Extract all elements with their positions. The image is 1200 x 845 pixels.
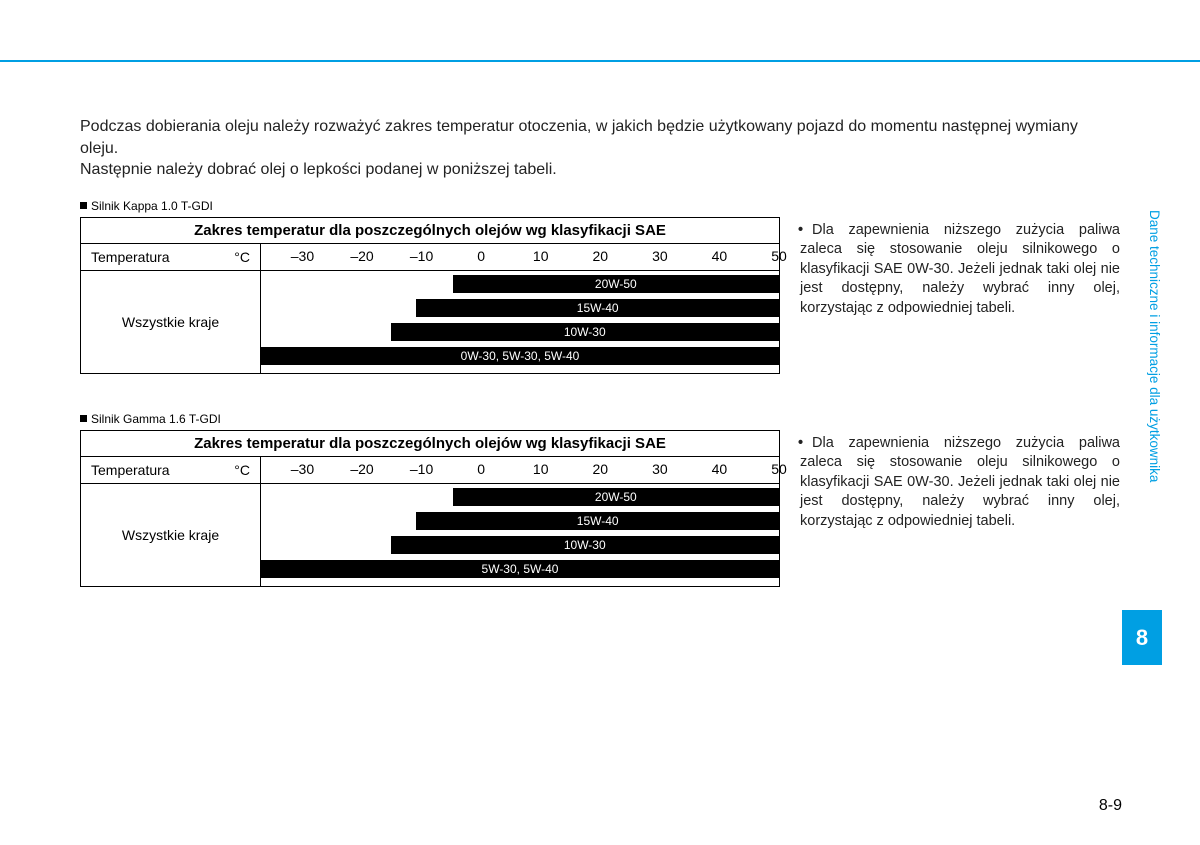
engine-section: Zakres temperatur dla poszczególnych ole… bbox=[80, 430, 1120, 587]
engine-label-text: Silnik Gamma 1.6 T-GDI bbox=[91, 412, 221, 426]
tick-label: 10 bbox=[533, 461, 549, 477]
note-text: Dla zapewnienia niższego zużycia paliwa … bbox=[800, 222, 1120, 316]
engine-section: Zakres temperatur dla poszczególnych ole… bbox=[80, 217, 1120, 374]
oil-temperature-chart: Zakres temperatur dla poszczególnych ole… bbox=[80, 217, 780, 374]
oil-bar: 0W-30, 5W-30, 5W-40 bbox=[261, 347, 779, 365]
tick-label: 0 bbox=[477, 461, 485, 477]
tick-label: –10 bbox=[410, 248, 433, 264]
note-column: Dla zapewnienia niższego zużycia paliwa … bbox=[800, 217, 1120, 319]
engines-container: Silnik Kappa 1.0 T-GDI Zakres temperatur … bbox=[80, 199, 1120, 587]
tick-label: 10 bbox=[533, 248, 549, 264]
chart-title: Zakres temperatur dla poszczególnych ole… bbox=[81, 218, 779, 244]
tick-label: –30 bbox=[291, 461, 314, 477]
side-tab-chapter: 8 bbox=[1122, 610, 1162, 665]
tick-label: 40 bbox=[712, 248, 728, 264]
chart-ticks: –30–20–1001020304050 bbox=[261, 457, 779, 483]
chart-region-label: Wszystkie kraje bbox=[81, 271, 261, 373]
side-tab-text: Dane techniczne i informacje dla użytkow… bbox=[1140, 210, 1162, 590]
oil-bar: 10W-30 bbox=[391, 536, 780, 554]
page: Podczas dobierania oleju należy rozważyć… bbox=[0, 0, 1200, 845]
oil-bar: 10W-30 bbox=[391, 323, 780, 341]
content: Podczas dobierania oleju należy rozważyć… bbox=[80, 116, 1120, 587]
chart-header-label: Temperatura °C bbox=[81, 457, 261, 483]
tick-label: –30 bbox=[291, 248, 314, 264]
oil-temperature-chart: Zakres temperatur dla poszczególnych ole… bbox=[80, 430, 780, 587]
note-text: Dla zapewnienia niższego zużycia paliwa … bbox=[800, 435, 1120, 529]
temperature-unit: °C bbox=[234, 249, 250, 265]
note-item: Dla zapewnienia niższego zużycia paliwa … bbox=[800, 221, 1120, 319]
tick-label: –10 bbox=[410, 461, 433, 477]
tick-label: –20 bbox=[350, 461, 373, 477]
temperature-label: Temperatura bbox=[91, 249, 170, 265]
oil-bar: 15W-40 bbox=[416, 299, 779, 317]
tick-label: 20 bbox=[592, 248, 608, 264]
tick-label: 0 bbox=[477, 248, 485, 264]
engine-label: Silnik Gamma 1.6 T-GDI bbox=[80, 412, 1120, 426]
chart-header-label: Temperatura °C bbox=[81, 244, 261, 270]
square-bullet-icon bbox=[80, 415, 87, 422]
note-item: Dla zapewnienia niższego zużycia paliwa … bbox=[800, 434, 1120, 532]
note-list: Dla zapewnienia niższego zużycia paliwa … bbox=[800, 434, 1120, 532]
chart-body: Wszystkie kraje 20W-50 15W-40 10W-30 5W-30, … bbox=[81, 484, 779, 586]
chart-header: Temperatura°C–30–20–1001020304050 bbox=[81, 244, 779, 271]
square-bullet-icon bbox=[80, 202, 87, 209]
tick-label: 20 bbox=[592, 461, 608, 477]
tick-label: 30 bbox=[652, 248, 668, 264]
chart-column: Zakres temperatur dla poszczególnych ole… bbox=[80, 430, 780, 587]
tick-label: 50 bbox=[771, 461, 787, 477]
intro-line-2: Następnie należy dobrać olej o lepkości … bbox=[80, 159, 1120, 181]
intro-line-1: Podczas dobierania oleju należy rozważyć… bbox=[80, 116, 1120, 159]
engine-label: Silnik Kappa 1.0 T-GDI bbox=[80, 199, 1120, 213]
oil-bar: 20W-50 bbox=[453, 488, 779, 506]
chart-column: Zakres temperatur dla poszczególnych ole… bbox=[80, 217, 780, 374]
temperature-unit: °C bbox=[234, 462, 250, 478]
chart-region-label: Wszystkie kraje bbox=[81, 484, 261, 586]
bars-area: 20W-50 15W-40 10W-30 0W-30, 5W-30, 5W-40 bbox=[261, 271, 779, 373]
temperature-label: Temperatura bbox=[91, 462, 170, 478]
tick-label: –20 bbox=[350, 248, 373, 264]
chart-body: Wszystkie kraje 20W-50 15W-40 10W-30 0W-30, … bbox=[81, 271, 779, 373]
note-list: Dla zapewnienia niższego zużycia paliwa … bbox=[800, 221, 1120, 319]
top-rule bbox=[0, 60, 1200, 62]
tick-label: 50 bbox=[771, 248, 787, 264]
tick-label: 40 bbox=[712, 461, 728, 477]
side-tab: Dane techniczne i informacje dla użytkow… bbox=[1140, 210, 1162, 610]
note-column: Dla zapewnienia niższego zużycia paliwa … bbox=[800, 430, 1120, 532]
oil-bar: 15W-40 bbox=[416, 512, 779, 530]
oil-bar: 5W-30, 5W-40 bbox=[261, 560, 779, 578]
tick-label: 30 bbox=[652, 461, 668, 477]
chart-ticks: –30–20–1001020304050 bbox=[261, 244, 779, 270]
oil-bar: 20W-50 bbox=[453, 275, 779, 293]
chart-header: Temperatura°C–30–20–1001020304050 bbox=[81, 457, 779, 484]
engine-label-text: Silnik Kappa 1.0 T-GDI bbox=[91, 199, 213, 213]
page-number: 8-9 bbox=[1099, 797, 1122, 815]
chart-title: Zakres temperatur dla poszczególnych ole… bbox=[81, 431, 779, 457]
bars-area: 20W-50 15W-40 10W-30 5W-30, 5W-40 bbox=[261, 484, 779, 586]
intro-text: Podczas dobierania oleju należy rozważyć… bbox=[80, 116, 1120, 181]
